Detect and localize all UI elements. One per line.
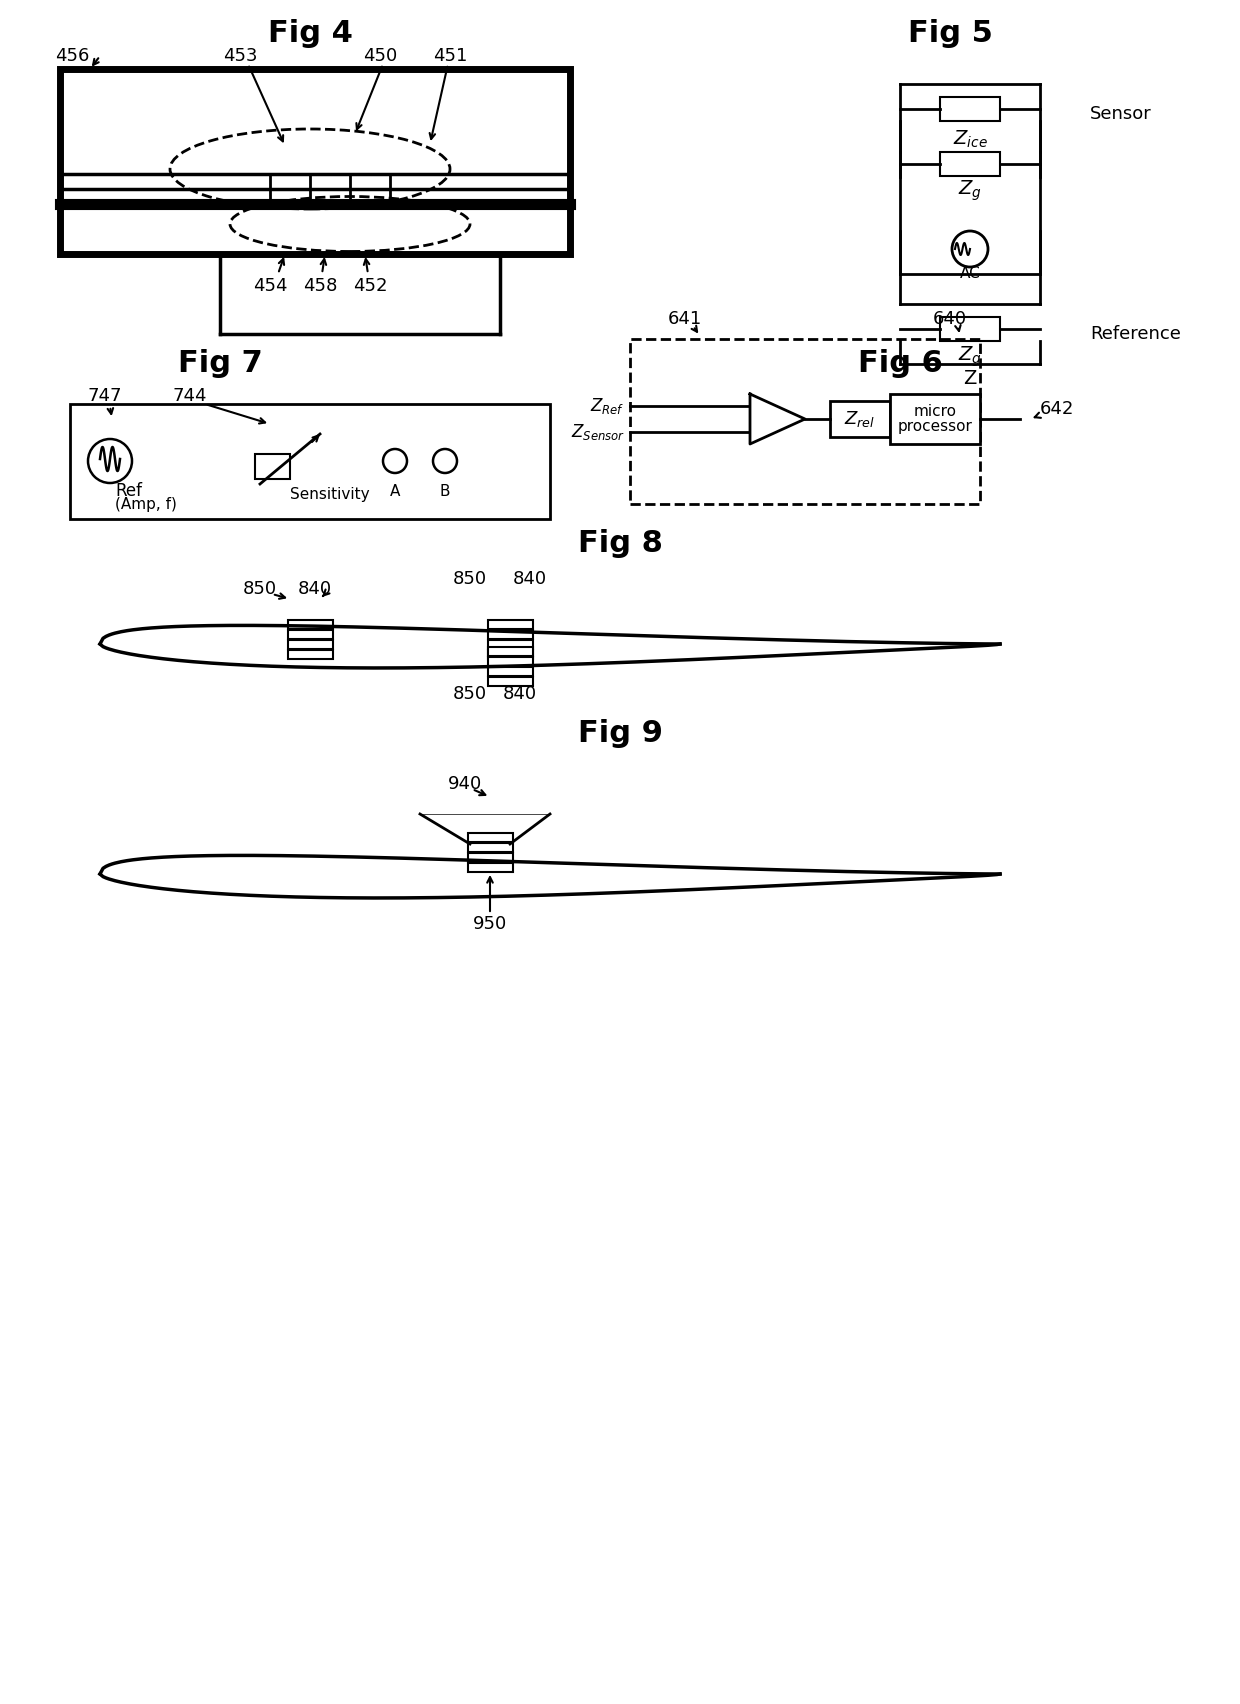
Bar: [467, 843, 512, 852]
Bar: [467, 862, 512, 872]
Bar: [487, 676, 532, 687]
Bar: [467, 833, 512, 842]
Text: Sensor: Sensor: [1090, 106, 1152, 123]
Bar: [487, 666, 532, 676]
Bar: [487, 641, 532, 649]
Text: 450: 450: [363, 48, 397, 65]
Text: $Z_{rel}$: $Z_{rel}$: [844, 409, 875, 429]
Bar: [467, 854, 512, 862]
Text: Fig 9: Fig 9: [578, 719, 662, 748]
Bar: [288, 620, 332, 629]
Text: 641: 641: [668, 310, 702, 327]
Text: micro: micro: [914, 404, 956, 419]
Polygon shape: [750, 394, 805, 445]
Text: Fig 5: Fig 5: [908, 19, 992, 48]
Bar: [487, 648, 532, 656]
Text: 451: 451: [433, 48, 467, 65]
Text: 850: 850: [453, 685, 487, 704]
Bar: [288, 630, 332, 639]
Text: Fig 4: Fig 4: [268, 19, 352, 48]
Text: Fig 7: Fig 7: [177, 349, 263, 378]
Bar: [255, 453, 290, 479]
Text: 840: 840: [513, 571, 547, 588]
Text: AC: AC: [960, 266, 981, 281]
Text: 747: 747: [88, 387, 123, 406]
Text: B: B: [440, 484, 450, 499]
Text: 640: 640: [932, 310, 967, 327]
Bar: [630, 339, 980, 504]
Bar: [60, 68, 570, 254]
Text: 744: 744: [172, 387, 207, 406]
Bar: [940, 317, 999, 341]
Text: 850: 850: [243, 579, 277, 598]
Text: 950: 950: [472, 915, 507, 934]
Text: A: A: [389, 484, 401, 499]
Text: 642: 642: [1040, 400, 1074, 417]
Bar: [830, 400, 890, 436]
Text: (Amp, f): (Amp, f): [115, 496, 177, 511]
Text: 940: 940: [448, 775, 482, 792]
Text: 454: 454: [253, 278, 288, 295]
Text: Ref: Ref: [115, 482, 143, 499]
Bar: [890, 394, 980, 445]
Text: Fig 8: Fig 8: [578, 530, 662, 559]
Bar: [487, 620, 532, 629]
Text: $Z_{Ref}$: $Z_{Ref}$: [590, 395, 625, 416]
Text: 840: 840: [298, 579, 332, 598]
Text: 452: 452: [352, 278, 387, 295]
Text: $Z_g$: $Z_g$: [959, 344, 982, 370]
Text: Z: Z: [963, 370, 977, 389]
Bar: [487, 649, 532, 659]
Bar: [288, 649, 332, 659]
Text: 453: 453: [223, 48, 257, 65]
Text: $Z_g$: $Z_g$: [959, 179, 982, 203]
Text: Sensitivity: Sensitivity: [290, 487, 370, 501]
Text: Reference: Reference: [1090, 325, 1180, 343]
Bar: [69, 404, 551, 520]
Bar: [940, 152, 999, 176]
Bar: [288, 641, 332, 649]
Bar: [487, 630, 532, 639]
Text: $Z_{Sensor}$: $Z_{Sensor}$: [570, 423, 625, 441]
Text: 458: 458: [303, 278, 337, 295]
Text: Fig 6: Fig 6: [858, 349, 942, 378]
Text: $Z_{ice}$: $Z_{ice}$: [952, 128, 987, 150]
Bar: [487, 658, 532, 666]
Text: 456: 456: [55, 48, 89, 65]
Text: processor: processor: [898, 419, 972, 435]
Text: 840: 840: [503, 685, 537, 704]
Bar: [940, 97, 999, 121]
Text: 850: 850: [453, 571, 487, 588]
